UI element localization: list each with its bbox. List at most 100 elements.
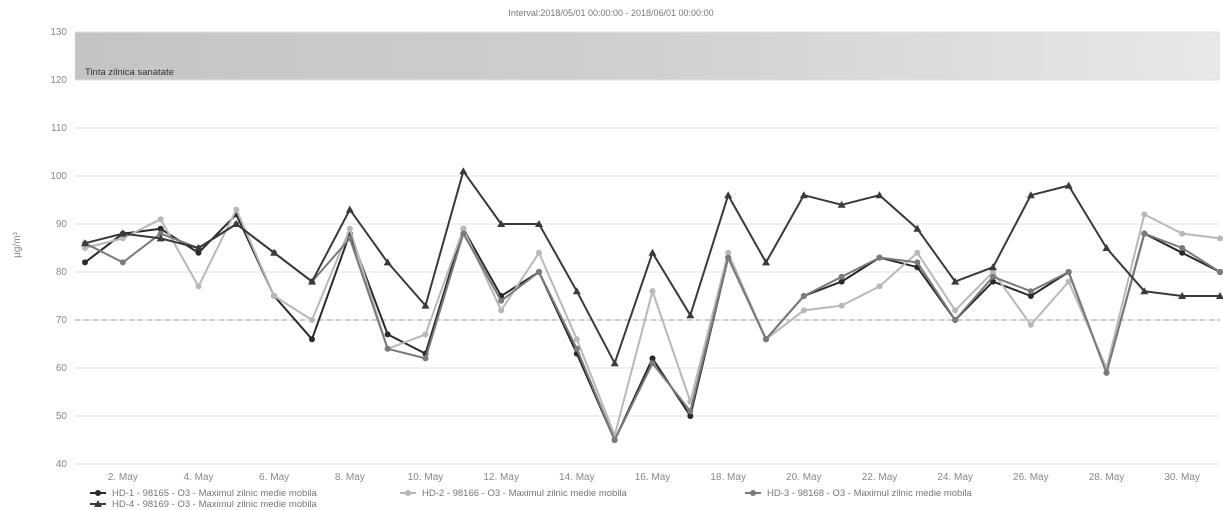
data-point xyxy=(1027,293,1034,299)
data-point xyxy=(649,360,656,367)
data-point xyxy=(573,336,580,343)
x-tick-label: 28. May xyxy=(1089,472,1125,483)
x-tick-label: 10. May xyxy=(408,472,444,483)
y-tick-label: 90 xyxy=(56,219,68,230)
data-point xyxy=(875,191,884,199)
data-point xyxy=(725,254,732,261)
data-point xyxy=(649,355,656,362)
data-point xyxy=(1027,321,1034,328)
data-point xyxy=(119,259,126,266)
x-axis-ticks: 2. May 4. May 6. May 8. May 10. May 12. May 14… xyxy=(108,472,1200,483)
data-point xyxy=(952,307,959,314)
data-point xyxy=(460,230,467,237)
legend-marker xyxy=(405,490,411,496)
data-point xyxy=(498,307,505,314)
data-point xyxy=(952,317,959,323)
data-point xyxy=(1216,292,1223,299)
data-point xyxy=(1064,181,1073,189)
data-point xyxy=(498,297,505,304)
data-point xyxy=(1140,287,1149,295)
legend: HD-1 - 98165 - O3 - Maximul zilnic medie… xyxy=(90,488,973,510)
data-point xyxy=(536,269,542,275)
x-tick-label: 12. May xyxy=(483,472,519,483)
data-point xyxy=(914,249,921,256)
legend-label[interactable]: HD-4 - 98169 - O3 - Maximul zilnic medie… xyxy=(112,499,318,510)
x-tick-label: 8. May xyxy=(335,472,365,483)
legend-marker xyxy=(750,490,756,496)
data-point xyxy=(1102,244,1111,251)
data-point xyxy=(1103,369,1110,376)
data-point xyxy=(119,235,126,242)
data-point xyxy=(1141,211,1148,218)
data-point xyxy=(687,408,694,415)
data-point xyxy=(383,258,392,266)
data-point xyxy=(725,249,732,256)
data-point xyxy=(194,244,203,251)
data-point xyxy=(345,205,354,213)
series-line xyxy=(84,208,1221,437)
data-point xyxy=(610,359,619,367)
y-tick-label: 120 xyxy=(50,75,67,86)
health-threshold-band xyxy=(75,32,1220,80)
data-point xyxy=(118,229,127,237)
data-point xyxy=(990,273,996,280)
data-point xyxy=(837,200,846,208)
data-point xyxy=(346,235,353,242)
x-tick-label: 30. May xyxy=(1164,472,1200,483)
y-axis-label: µg/m³ xyxy=(12,231,23,257)
data-point xyxy=(1179,249,1186,256)
data-point xyxy=(157,225,164,232)
data-point xyxy=(346,225,353,232)
data-point xyxy=(195,283,202,290)
data-point xyxy=(308,277,316,285)
legend-label[interactable]: HD-3 - 98168 - O3 - Maximul zilnic medie… xyxy=(767,488,973,499)
data-point xyxy=(1027,288,1034,295)
data-point xyxy=(572,287,581,295)
data-point xyxy=(724,191,733,199)
x-tick-label: 16. May xyxy=(635,472,671,483)
x-tick-label: 14. May xyxy=(559,472,595,483)
data-point xyxy=(157,216,164,223)
y-tick-label: 100 xyxy=(50,171,67,182)
data-point xyxy=(497,220,506,227)
data-point xyxy=(233,206,240,213)
data-point xyxy=(421,301,430,309)
data-point xyxy=(1179,245,1186,251)
y-tick-label: 80 xyxy=(56,267,68,278)
x-tick-label: 24. May xyxy=(937,472,973,483)
data-point xyxy=(195,249,202,256)
x-tick-label: 4. May xyxy=(183,472,213,483)
legend-marker xyxy=(95,490,101,496)
data-point xyxy=(648,248,657,256)
data-point xyxy=(686,311,695,319)
series-2 xyxy=(82,206,1223,439)
data-point xyxy=(649,288,656,295)
series-4 xyxy=(81,167,1223,367)
data-point xyxy=(838,278,845,285)
data-point xyxy=(914,259,921,266)
data-point xyxy=(763,336,769,343)
grid-lines xyxy=(75,31,1220,465)
x-tick-label: 20. May xyxy=(786,472,822,483)
legend-marker xyxy=(94,500,102,507)
data-point xyxy=(838,273,845,280)
legend-label[interactable]: HD-1 - 98165 - O3 - Maximul zilnic medie… xyxy=(112,488,318,499)
x-tick-label: 22. May xyxy=(862,472,898,483)
series-group xyxy=(81,167,1223,443)
data-point xyxy=(913,224,922,232)
x-tick-label: 18. May xyxy=(710,472,746,483)
data-point xyxy=(800,307,807,314)
series-line xyxy=(84,213,1221,441)
y-tick-label: 60 xyxy=(56,363,68,374)
data-point xyxy=(459,167,468,175)
data-point xyxy=(990,269,996,275)
x-tick-label: 6. May xyxy=(259,472,289,483)
data-point xyxy=(1178,292,1187,299)
legend-label[interactable]: HD-2 - 98166 - O3 - Maximul zilnic medie… xyxy=(422,488,628,499)
data-point xyxy=(876,254,883,261)
data-point xyxy=(573,345,580,352)
data-point xyxy=(271,293,278,299)
data-point xyxy=(611,437,618,443)
data-point xyxy=(687,413,694,419)
data-point xyxy=(1065,269,1072,275)
